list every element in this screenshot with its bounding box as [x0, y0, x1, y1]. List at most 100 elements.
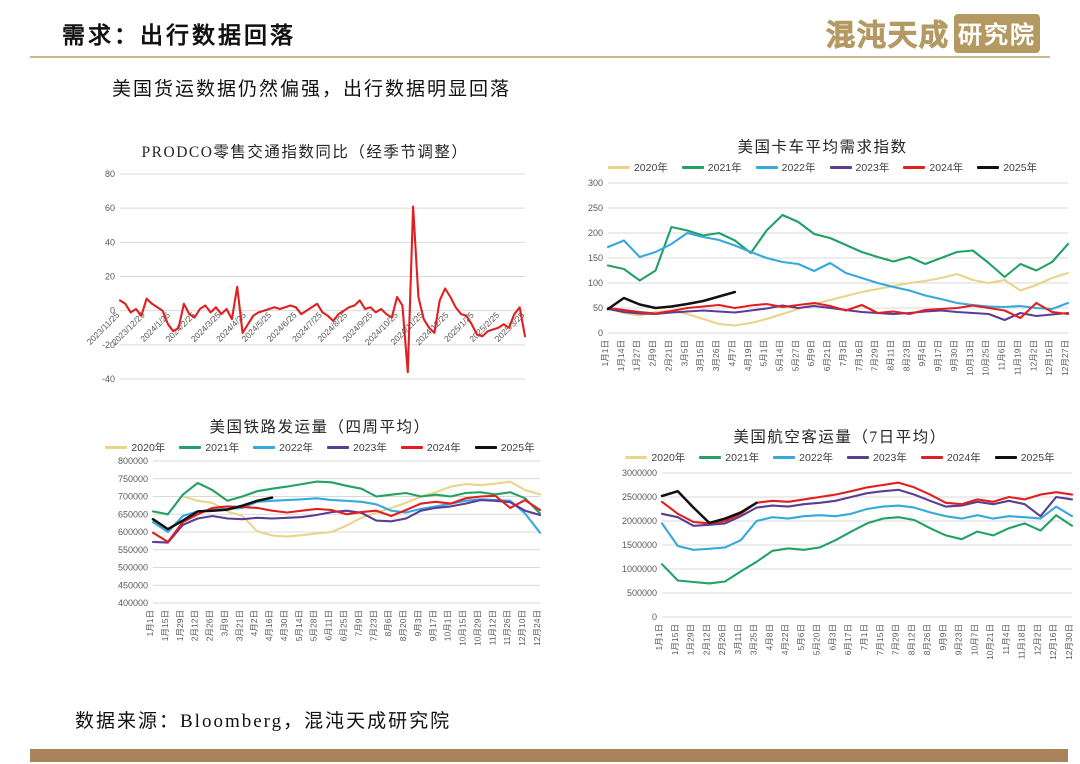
- svg-text:2月21日: 2月21日: [663, 340, 673, 371]
- legend-item-2020年: 2020年: [607, 160, 668, 175]
- legend-swatch: [474, 445, 497, 449]
- svg-text:5月14日: 5月14日: [294, 610, 304, 641]
- legend-swatch: [994, 455, 1017, 459]
- svg-text:9月17日: 9月17日: [933, 340, 943, 371]
- slide-subtitle: 美国货运数据仍然偏强，出行数据明显回落: [112, 79, 512, 100]
- svg-text:550000: 550000: [118, 545, 148, 555]
- svg-text:11月19日: 11月19日: [1012, 340, 1022, 375]
- legend-label: 2023年: [353, 441, 387, 454]
- svg-text:11月4日: 11月4日: [1001, 624, 1011, 655]
- chart-legend: 2020年 2021年 2022年 2023年 2024年 2025年: [600, 449, 1080, 465]
- svg-text:1月14日: 1月14日: [616, 340, 626, 371]
- legend-item-2024年: 2024年: [400, 440, 461, 455]
- svg-text:2月26日: 2月26日: [205, 610, 215, 641]
- svg-text:9月23日: 9月23日: [954, 624, 964, 655]
- svg-text:7月23日: 7月23日: [368, 610, 378, 641]
- svg-text:150: 150: [588, 253, 603, 263]
- svg-text:400000: 400000: [118, 598, 148, 608]
- svg-text:-20: -20: [102, 340, 115, 350]
- svg-text:3月9日: 3月9日: [219, 610, 229, 636]
- svg-text:5月27日: 5月27日: [790, 340, 800, 371]
- svg-text:7月9日: 7月9日: [353, 610, 363, 636]
- svg-text:1月15日: 1月15日: [160, 610, 170, 641]
- legend-swatch: [977, 165, 1000, 169]
- legend-label: 2023年: [855, 161, 890, 174]
- svg-text:9月4日: 9月4日: [917, 340, 927, 366]
- legend-item-2020年: 2020年: [105, 440, 165, 455]
- legend-label: 2023年: [873, 451, 907, 464]
- legend-item-2022年: 2022年: [755, 160, 816, 175]
- svg-text:10月25日: 10月25日: [981, 340, 991, 376]
- legend-item-2025年: 2025年: [977, 160, 1037, 175]
- chart-title: 美国航空客运量（7日平均）: [733, 429, 947, 446]
- chart-plot: 0 500000 1000000 1500000 2000000 2500000 30000…: [622, 468, 1074, 660]
- legend-item-2022年: 2022年: [253, 440, 313, 455]
- svg-text:12月15日: 12月15日: [1044, 340, 1054, 376]
- legend-swatch: [920, 455, 943, 459]
- svg-text:1月29日: 1月29日: [686, 624, 696, 655]
- chart-plot: 0 50 100 150 200 250 300 1月1日 1月14日 1月27日 2月9日 2月21…: [588, 178, 1070, 376]
- chart-title: PRODCO零售交通指数同比（经季节调整）: [141, 144, 469, 161]
- svg-text:4月2日: 4月2日: [249, 610, 259, 636]
- svg-text:12月10日: 12月10日: [517, 610, 527, 646]
- legend-label: 2020年: [633, 161, 668, 174]
- chart-title: 美国卡车平均需求指数: [737, 139, 908, 156]
- svg-text:4月30日: 4月30日: [279, 610, 289, 641]
- svg-text:1000000: 1000000: [622, 564, 657, 574]
- svg-text:50: 50: [593, 303, 603, 313]
- svg-text:3月11日: 3月11日: [733, 624, 743, 655]
- legend-label: 2022年: [799, 451, 833, 464]
- svg-text:6月25日: 6月25日: [339, 610, 349, 641]
- svg-text:600000: 600000: [118, 527, 148, 537]
- svg-text:10月15日: 10月15日: [458, 610, 468, 646]
- svg-text:5月6日: 5月6日: [796, 624, 806, 650]
- svg-text:1500000: 1500000: [622, 540, 657, 550]
- svg-text:100: 100: [588, 278, 603, 288]
- svg-text:5月20日: 5月20日: [812, 624, 822, 655]
- chart-title: 美国铁路发运量（四周平均）: [209, 419, 431, 436]
- svg-text:9月17日: 9月17日: [428, 610, 438, 641]
- legend-swatch: [327, 445, 349, 449]
- legend-swatch: [625, 455, 648, 459]
- chart-legend: 2020年 2021年 2022年 2023年 2024年 2025年: [95, 439, 545, 455]
- svg-text:10月13日: 10月13日: [965, 340, 975, 376]
- page-title: 需求：出行数据回落: [62, 23, 296, 48]
- svg-text:8月20日: 8月20日: [398, 610, 408, 641]
- svg-text:3000000: 3000000: [622, 468, 657, 478]
- legend-label: 2021年: [725, 451, 760, 464]
- svg-text:8月26日: 8月26日: [922, 624, 932, 655]
- svg-text:2月12日: 2月12日: [701, 624, 711, 655]
- svg-text:12月30日: 12月30日: [1064, 624, 1074, 660]
- svg-text:6月17日: 6月17日: [843, 624, 853, 655]
- svg-text:11月18日: 11月18日: [1017, 624, 1027, 659]
- legend-item-2025年: 2025年: [994, 450, 1055, 465]
- legend-swatch: [847, 455, 869, 459]
- legend-swatch: [607, 165, 630, 169]
- svg-text:40: 40: [105, 237, 115, 247]
- svg-text:6月9日: 6月9日: [806, 340, 816, 366]
- legend-item-2023年: 2023年: [327, 440, 387, 455]
- legend-item-2025年: 2025年: [474, 440, 535, 455]
- chart-prodco-retail-traffic: PRODCO零售交通指数同比（经季节调整） -40 -20 0 20 40 60 80 202…: [75, 140, 535, 424]
- svg-text:4月19日: 4月19日: [743, 340, 753, 371]
- svg-text:11月26日: 11月26日: [502, 610, 512, 645]
- svg-text:2500000: 2500000: [622, 492, 657, 502]
- logo-seal: 研究院: [954, 13, 1040, 53]
- svg-text:0: 0: [598, 328, 603, 338]
- svg-text:3月21日: 3月21日: [234, 610, 244, 641]
- company-logo: 混沌天成 研究院: [825, 12, 1040, 54]
- legend-swatch: [773, 455, 796, 459]
- legend-label: 2024年: [946, 451, 981, 464]
- svg-text:10月29日: 10月29日: [472, 610, 482, 646]
- svg-text:800000: 800000: [118, 456, 148, 466]
- svg-text:9月3日: 9月3日: [413, 610, 423, 636]
- legend-item-2022年: 2022年: [773, 450, 833, 465]
- logo-text: 混沌天成: [825, 20, 950, 53]
- svg-text:6月3日: 6月3日: [827, 624, 837, 650]
- svg-text:12月27日: 12月27日: [1060, 340, 1070, 376]
- legend-item-2023年: 2023年: [847, 450, 907, 465]
- legend-item-2023年: 2023年: [829, 160, 890, 175]
- legend-label: 2025年: [1020, 451, 1055, 464]
- svg-text:10月7日: 10月7日: [969, 624, 979, 655]
- svg-text:3月25日: 3月25日: [749, 624, 759, 655]
